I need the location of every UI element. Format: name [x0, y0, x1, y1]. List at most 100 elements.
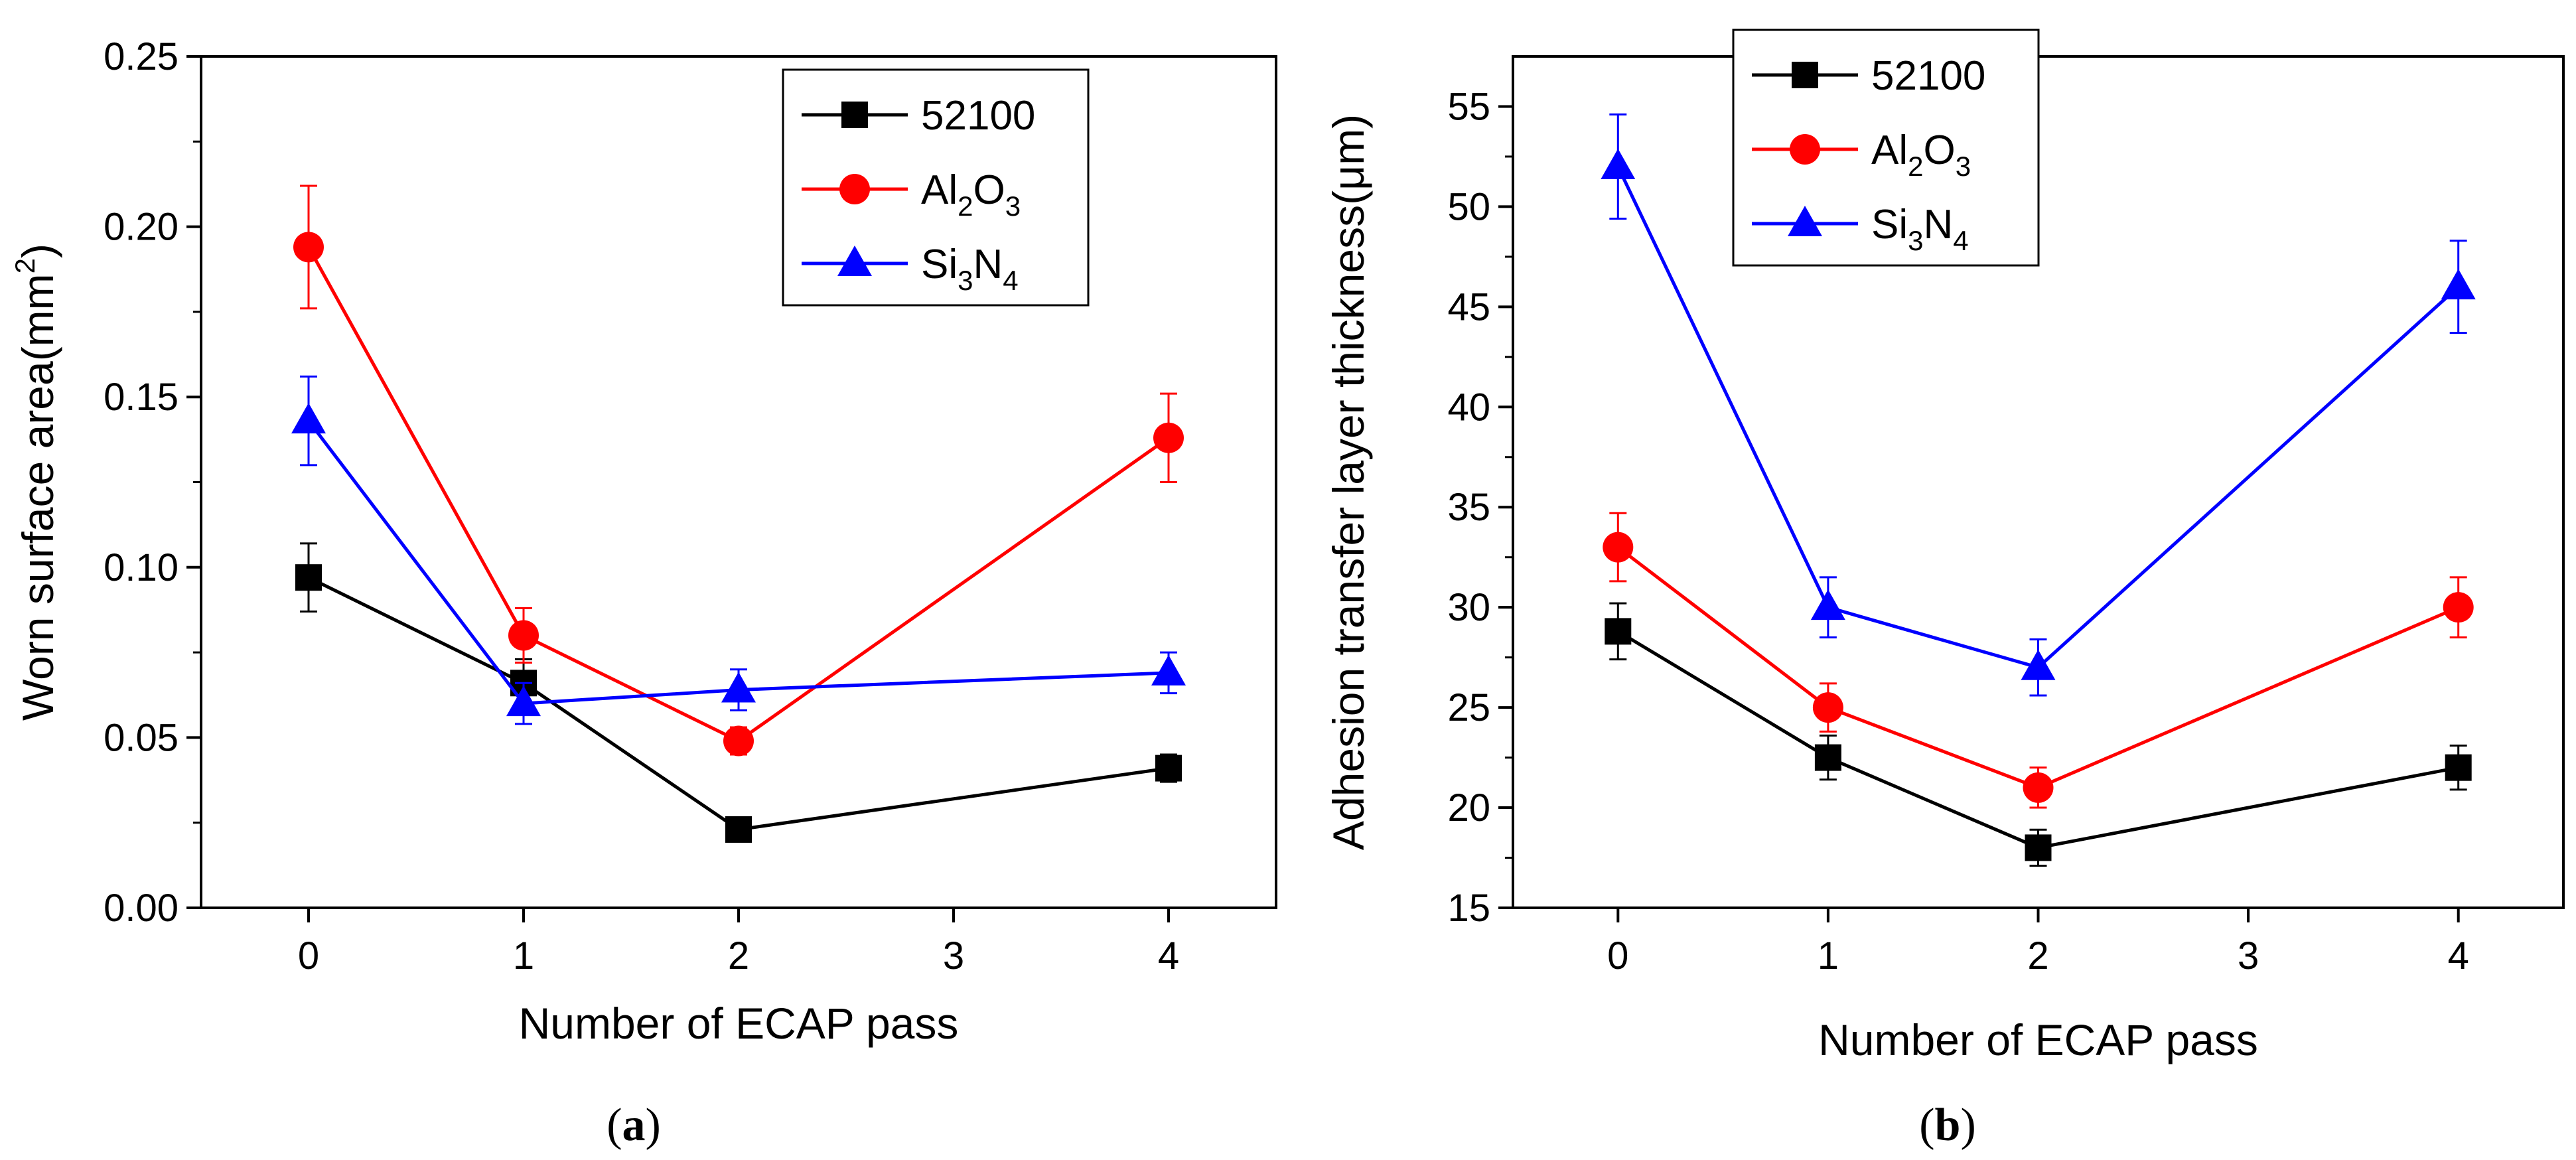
series-line — [1616, 165, 2460, 670]
series-52100 — [1605, 602, 2472, 867]
y-tick-label: 40 — [1447, 386, 1490, 429]
x-tick-label: 0 — [1607, 934, 1628, 978]
legend-label-part: Al — [1871, 127, 1908, 173]
y-axis-title: Adhesion transfer layer thickness(μm) — [1324, 114, 1373, 850]
panel-label-a: (a) — [607, 1100, 661, 1151]
data-point — [508, 620, 539, 651]
legend-label-part: N — [1924, 202, 1954, 248]
data-point — [2445, 754, 2472, 781]
y-tick-label: 55 — [1447, 85, 1490, 128]
data-point — [1155, 755, 1182, 782]
legend-label-part: 52100 — [1871, 53, 1985, 99]
data-point — [1810, 589, 1845, 620]
legend-label-subscript: 4 — [1003, 265, 1018, 296]
data-point — [1151, 654, 1186, 686]
data-point — [2025, 834, 2052, 861]
data-point — [723, 725, 754, 757]
data-point — [506, 686, 541, 717]
data-point — [2023, 772, 2054, 803]
legend-label-subscript: 3 — [1005, 190, 1021, 222]
x-tick-label: 4 — [2448, 934, 2469, 978]
legend-label-part: Si — [1871, 202, 1908, 248]
data-point — [2441, 269, 2476, 300]
x-tick-label: 4 — [1158, 934, 1179, 978]
legend-label-part: Si — [921, 242, 958, 287]
legend-label-part: 52100 — [921, 93, 1035, 139]
legend-marker — [837, 246, 872, 276]
y-axis-unit: (mm — [13, 273, 62, 361]
legend-marker — [841, 102, 868, 128]
legend-label-part: N — [973, 242, 1003, 287]
data-point — [2021, 649, 2056, 680]
y-tick-label: 0.15 — [104, 376, 179, 419]
legend-marker — [1792, 62, 1818, 88]
y-axis-title-text: Adhesion transfer layer thickness — [1324, 205, 1373, 850]
series-line — [1617, 630, 2459, 850]
legend-label: Si3N4 — [921, 242, 1019, 296]
y-tick-label: 0.05 — [104, 716, 179, 759]
y-axis-unit: (μm) — [1324, 114, 1373, 205]
x-tick-label: 0 — [298, 934, 319, 978]
legend-label-subscript: 3 — [1908, 225, 1923, 256]
x-axis-title: Number of ECAP pass — [1818, 1015, 2258, 1064]
panel-label-paren: ) — [646, 1100, 661, 1151]
legend-label-part: Al — [921, 167, 958, 213]
legend-label: Al2O3 — [1871, 127, 1971, 182]
data-point — [1605, 618, 1632, 645]
series-line — [307, 246, 1170, 743]
y-tick-label: 15 — [1447, 887, 1490, 930]
series-Al2O3 — [293, 184, 1184, 757]
y-axis-unit-close: ) — [13, 244, 62, 258]
y-tick-label: 20 — [1447, 786, 1490, 830]
legend-label: 52100 — [1871, 53, 1985, 99]
data-point — [721, 672, 756, 703]
y-axis-title: Worn surface area(mm2) — [9, 244, 62, 721]
y-tick-label: 0.20 — [104, 206, 179, 249]
legend-marker — [1790, 134, 1820, 165]
panel-label-paren: ( — [1919, 1100, 1934, 1151]
y-tick-label: 45 — [1447, 285, 1490, 328]
panel-label-paren: ( — [607, 1100, 622, 1151]
series-Si3N4 — [1601, 113, 2476, 697]
y-tick-label: 50 — [1447, 185, 1490, 228]
data-point — [2443, 592, 2474, 623]
data-point — [293, 232, 324, 263]
data-point — [1601, 149, 1636, 180]
panel-label-letter: b — [1935, 1100, 1961, 1151]
x-tick-label: 1 — [513, 934, 534, 978]
data-point — [291, 403, 326, 434]
data-point — [1812, 692, 1843, 723]
y-tick-label: 30 — [1447, 586, 1490, 629]
y-tick-label: 0.00 — [104, 887, 179, 930]
legend-label-subscript: 2 — [958, 190, 973, 222]
panel-label-b: (b) — [1919, 1100, 1976, 1151]
series-Al2O3 — [1603, 512, 2474, 809]
series-Si3N4 — [291, 375, 1186, 725]
x-tick-label: 2 — [728, 934, 749, 978]
y-axis-title-text: Worn surface area — [13, 361, 62, 721]
panel-label-letter: a — [622, 1100, 646, 1151]
legend-label: Si3N4 — [1871, 202, 1969, 256]
y-tick-label: 0.10 — [104, 546, 179, 589]
x-tick-label: 2 — [2027, 934, 2048, 978]
legend-label: 52100 — [921, 93, 1035, 139]
data-point — [1814, 744, 1841, 771]
legend-label-subscript: 3 — [958, 265, 973, 296]
x-axis-title: Number of ECAP pass — [519, 999, 959, 1048]
legend-label-subscript: 2 — [1908, 151, 1923, 182]
panel-label-paren: ) — [1960, 1100, 1975, 1151]
legend-label: Al2O3 — [921, 167, 1021, 222]
x-tick-label: 1 — [1818, 934, 1839, 978]
legend-label-part: O — [1924, 127, 1956, 173]
legend-label-subscript: 4 — [1953, 225, 1968, 256]
series-line — [307, 419, 1169, 705]
x-tick-label: 3 — [943, 934, 964, 978]
legend-label-subscript: 3 — [1956, 151, 1971, 182]
data-point — [725, 816, 752, 843]
data-point — [1153, 422, 1184, 453]
